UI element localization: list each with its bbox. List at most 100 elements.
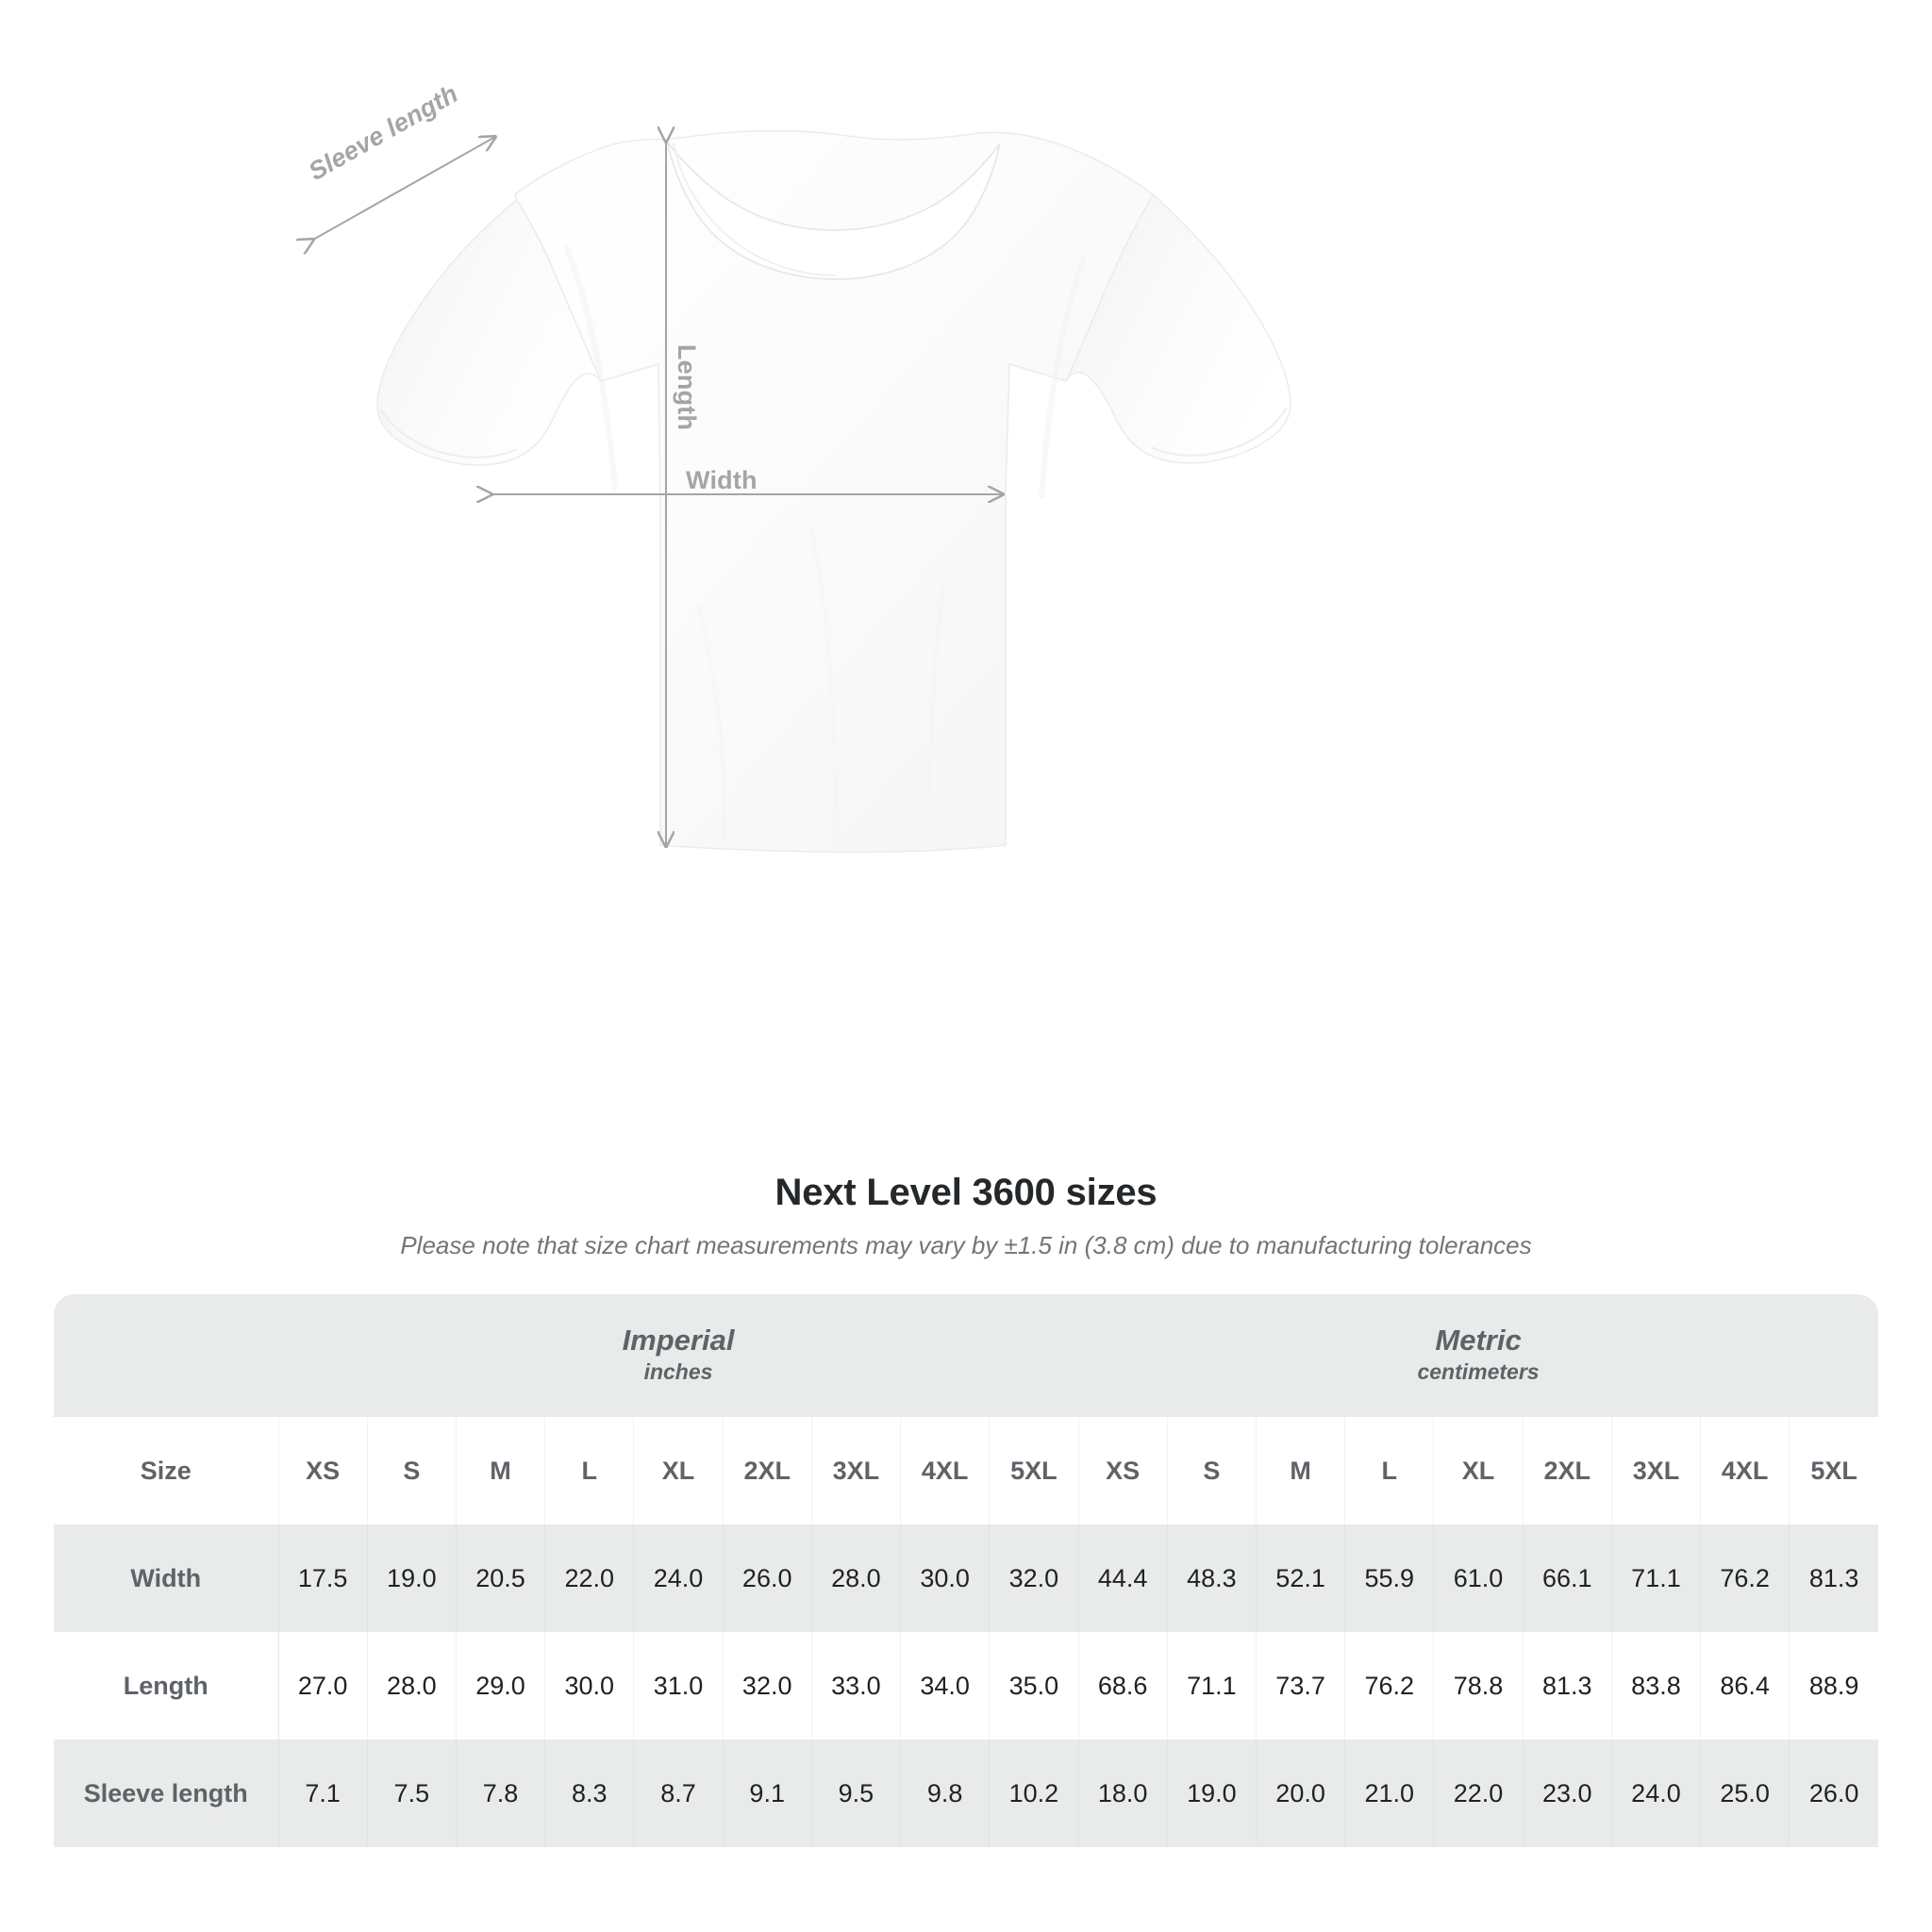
measurement-cell: 31.0 <box>633 1632 724 1740</box>
collar-shape <box>666 141 1001 280</box>
measurement-cell: 30.0 <box>900 1524 991 1632</box>
size-column-header-cell: 4XL <box>1700 1417 1790 1524</box>
size-column-header-cell: 2XL <box>1523 1417 1612 1524</box>
size-chart-table: Imperial inches Metric centimeters Size … <box>54 1294 1879 1847</box>
table-row: Sleeve length 7.1 7.5 7.8 8.3 8.7 9.1 9.5 9.8 10.… <box>54 1740 1879 1847</box>
measurement-cell: 66.1 <box>1523 1524 1612 1632</box>
measurement-cell: 30.0 <box>544 1632 635 1740</box>
unit-header-row: Imperial inches Metric centimeters <box>54 1294 1879 1417</box>
size-column-header-cell: 5XL <box>989 1417 1079 1524</box>
measurement-cell: 44.4 <box>1078 1524 1168 1632</box>
measurement-cell: 26.0 <box>1789 1740 1879 1847</box>
size-column-header-cell: 5XL <box>1789 1417 1879 1524</box>
measurement-cell: 9.8 <box>900 1740 991 1847</box>
measurement-cell: 48.3 <box>1167 1524 1257 1632</box>
measurement-cell: 24.0 <box>1611 1740 1702 1847</box>
measurement-cell: 19.0 <box>367 1524 457 1632</box>
measurement-cell: 22.0 <box>1433 1740 1524 1847</box>
measurement-cell: 19.0 <box>1167 1740 1257 1847</box>
measurement-cell: 83.8 <box>1611 1632 1702 1740</box>
length-dimension-label: Length <box>673 344 701 431</box>
table-row: Width 17.5 19.0 20.5 22.0 24.0 26.0 28.0 30.0 32.… <box>54 1524 1879 1632</box>
measurement-cell: 26.0 <box>723 1524 812 1632</box>
measurement-cell: 55.9 <box>1344 1524 1435 1632</box>
measurement-cell: 76.2 <box>1344 1632 1435 1740</box>
measurement-cell: 9.1 <box>723 1740 812 1847</box>
left-sleeve-shape <box>376 198 602 466</box>
measurement-cell: 20.5 <box>456 1524 546 1632</box>
measurement-cell: 34.0 <box>900 1632 991 1740</box>
measurement-cell: 25.0 <box>1700 1740 1790 1847</box>
size-column-header-cell: 2XL <box>723 1417 812 1524</box>
size-column-header-cell: XS <box>278 1417 368 1524</box>
measurement-guides <box>313 137 1003 846</box>
row-label-length: Length <box>54 1632 279 1740</box>
measurement-cell: 7.5 <box>367 1740 457 1847</box>
measurement-cell: 28.0 <box>811 1524 902 1632</box>
tshirt-illustration <box>0 0 1291 853</box>
measurement-cell: 78.8 <box>1433 1632 1524 1740</box>
size-column-header-cell: S <box>367 1417 457 1524</box>
measurement-cell: 22.0 <box>544 1524 635 1632</box>
fabric-folds <box>563 243 1088 842</box>
measurement-cell: 61.0 <box>1433 1524 1524 1632</box>
size-column-header-cell: L <box>1344 1417 1435 1524</box>
measurement-cell: 73.7 <box>1256 1632 1346 1740</box>
measurement-cell: 8.3 <box>544 1740 635 1847</box>
right-sleeve-shape <box>1065 192 1291 464</box>
measurement-cell: 7.1 <box>278 1740 368 1847</box>
unit-group-metric-unit: centimeters <box>1417 1359 1540 1385</box>
size-column-header-cell: 4XL <box>900 1417 991 1524</box>
size-column-header-cell: XS <box>1078 1417 1168 1524</box>
sleeve-length-arrow <box>313 137 495 240</box>
table-row: Length 27.0 28.0 29.0 30.0 31.0 32.0 33.0 34.0 35… <box>54 1632 1879 1740</box>
tolerance-note: Please note that size chart measurements… <box>400 1231 1532 1259</box>
measurement-cell: 33.0 <box>811 1632 902 1740</box>
measurement-cell: 88.9 <box>1789 1632 1879 1740</box>
measurement-cell: 86.4 <box>1700 1632 1790 1740</box>
measurement-cell: 81.3 <box>1789 1524 1879 1632</box>
measurement-cell: 76.2 <box>1700 1524 1790 1632</box>
row-label-width: Width <box>54 1524 279 1632</box>
size-header-row: Size XS S M L XL 2XL 3XL 4XL 5XL XS S M L XL 2XL 3XL 4XL… <box>54 1417 1879 1524</box>
page-title: Next Level 3600 sizes <box>774 1172 1158 1213</box>
measurement-cell: 81.3 <box>1523 1632 1612 1740</box>
measurement-cell: 71.1 <box>1611 1524 1702 1632</box>
measurement-cell: 24.0 <box>633 1524 724 1632</box>
measurement-cell: 28.0 <box>367 1632 457 1740</box>
measurement-cell: 7.8 <box>456 1740 546 1847</box>
size-column-header-cell: XL <box>633 1417 724 1524</box>
unit-header-spacer <box>54 1294 278 1417</box>
measurement-cell: 18.0 <box>1078 1740 1168 1847</box>
size-column-header-cell: XL <box>1433 1417 1524 1524</box>
unit-group-imperial-name: Imperial <box>622 1323 735 1357</box>
measurement-cell: 8.7 <box>633 1740 724 1847</box>
measurement-cell: 27.0 <box>278 1632 368 1740</box>
unit-group-imperial-unit: inches <box>643 1359 713 1385</box>
size-column-header-cell: M <box>456 1417 546 1524</box>
unit-group-imperial: Imperial inches <box>278 1294 1079 1417</box>
unit-group-metric: Metric centimeters <box>1078 1294 1879 1417</box>
size-column-header-cell: 3XL <box>811 1417 902 1524</box>
tshirt-measurement-diagram: Sleeve length Length Width <box>0 0 1291 853</box>
row-label-sleeve-length: Sleeve length <box>54 1740 279 1847</box>
measurement-cell: 9.5 <box>811 1740 902 1847</box>
width-dimension-label: Width <box>686 466 758 494</box>
measurement-cell: 68.6 <box>1078 1632 1168 1740</box>
size-column-header-cell: S <box>1167 1417 1257 1524</box>
measurement-cell: 35.0 <box>989 1632 1079 1740</box>
measurement-cell: 17.5 <box>278 1524 368 1632</box>
measurement-cell: 21.0 <box>1344 1740 1435 1847</box>
size-column-header-cell: M <box>1256 1417 1346 1524</box>
measurement-cell: 32.0 <box>989 1524 1079 1632</box>
measurement-cell: 29.0 <box>456 1632 546 1740</box>
measurement-cell: 32.0 <box>723 1632 812 1740</box>
unit-group-metric-name: Metric <box>1435 1323 1522 1357</box>
size-column-header-cell: L <box>544 1417 635 1524</box>
measurement-cell: 23.0 <box>1523 1740 1612 1847</box>
size-column-header: Size <box>54 1417 279 1524</box>
measurement-cell: 10.2 <box>989 1740 1079 1847</box>
size-chart-table-wrapper: Imperial inches Metric centimeters Size … <box>54 1294 1879 1847</box>
measurement-cell: 71.1 <box>1167 1632 1257 1740</box>
measurement-cell: 52.1 <box>1256 1524 1346 1632</box>
